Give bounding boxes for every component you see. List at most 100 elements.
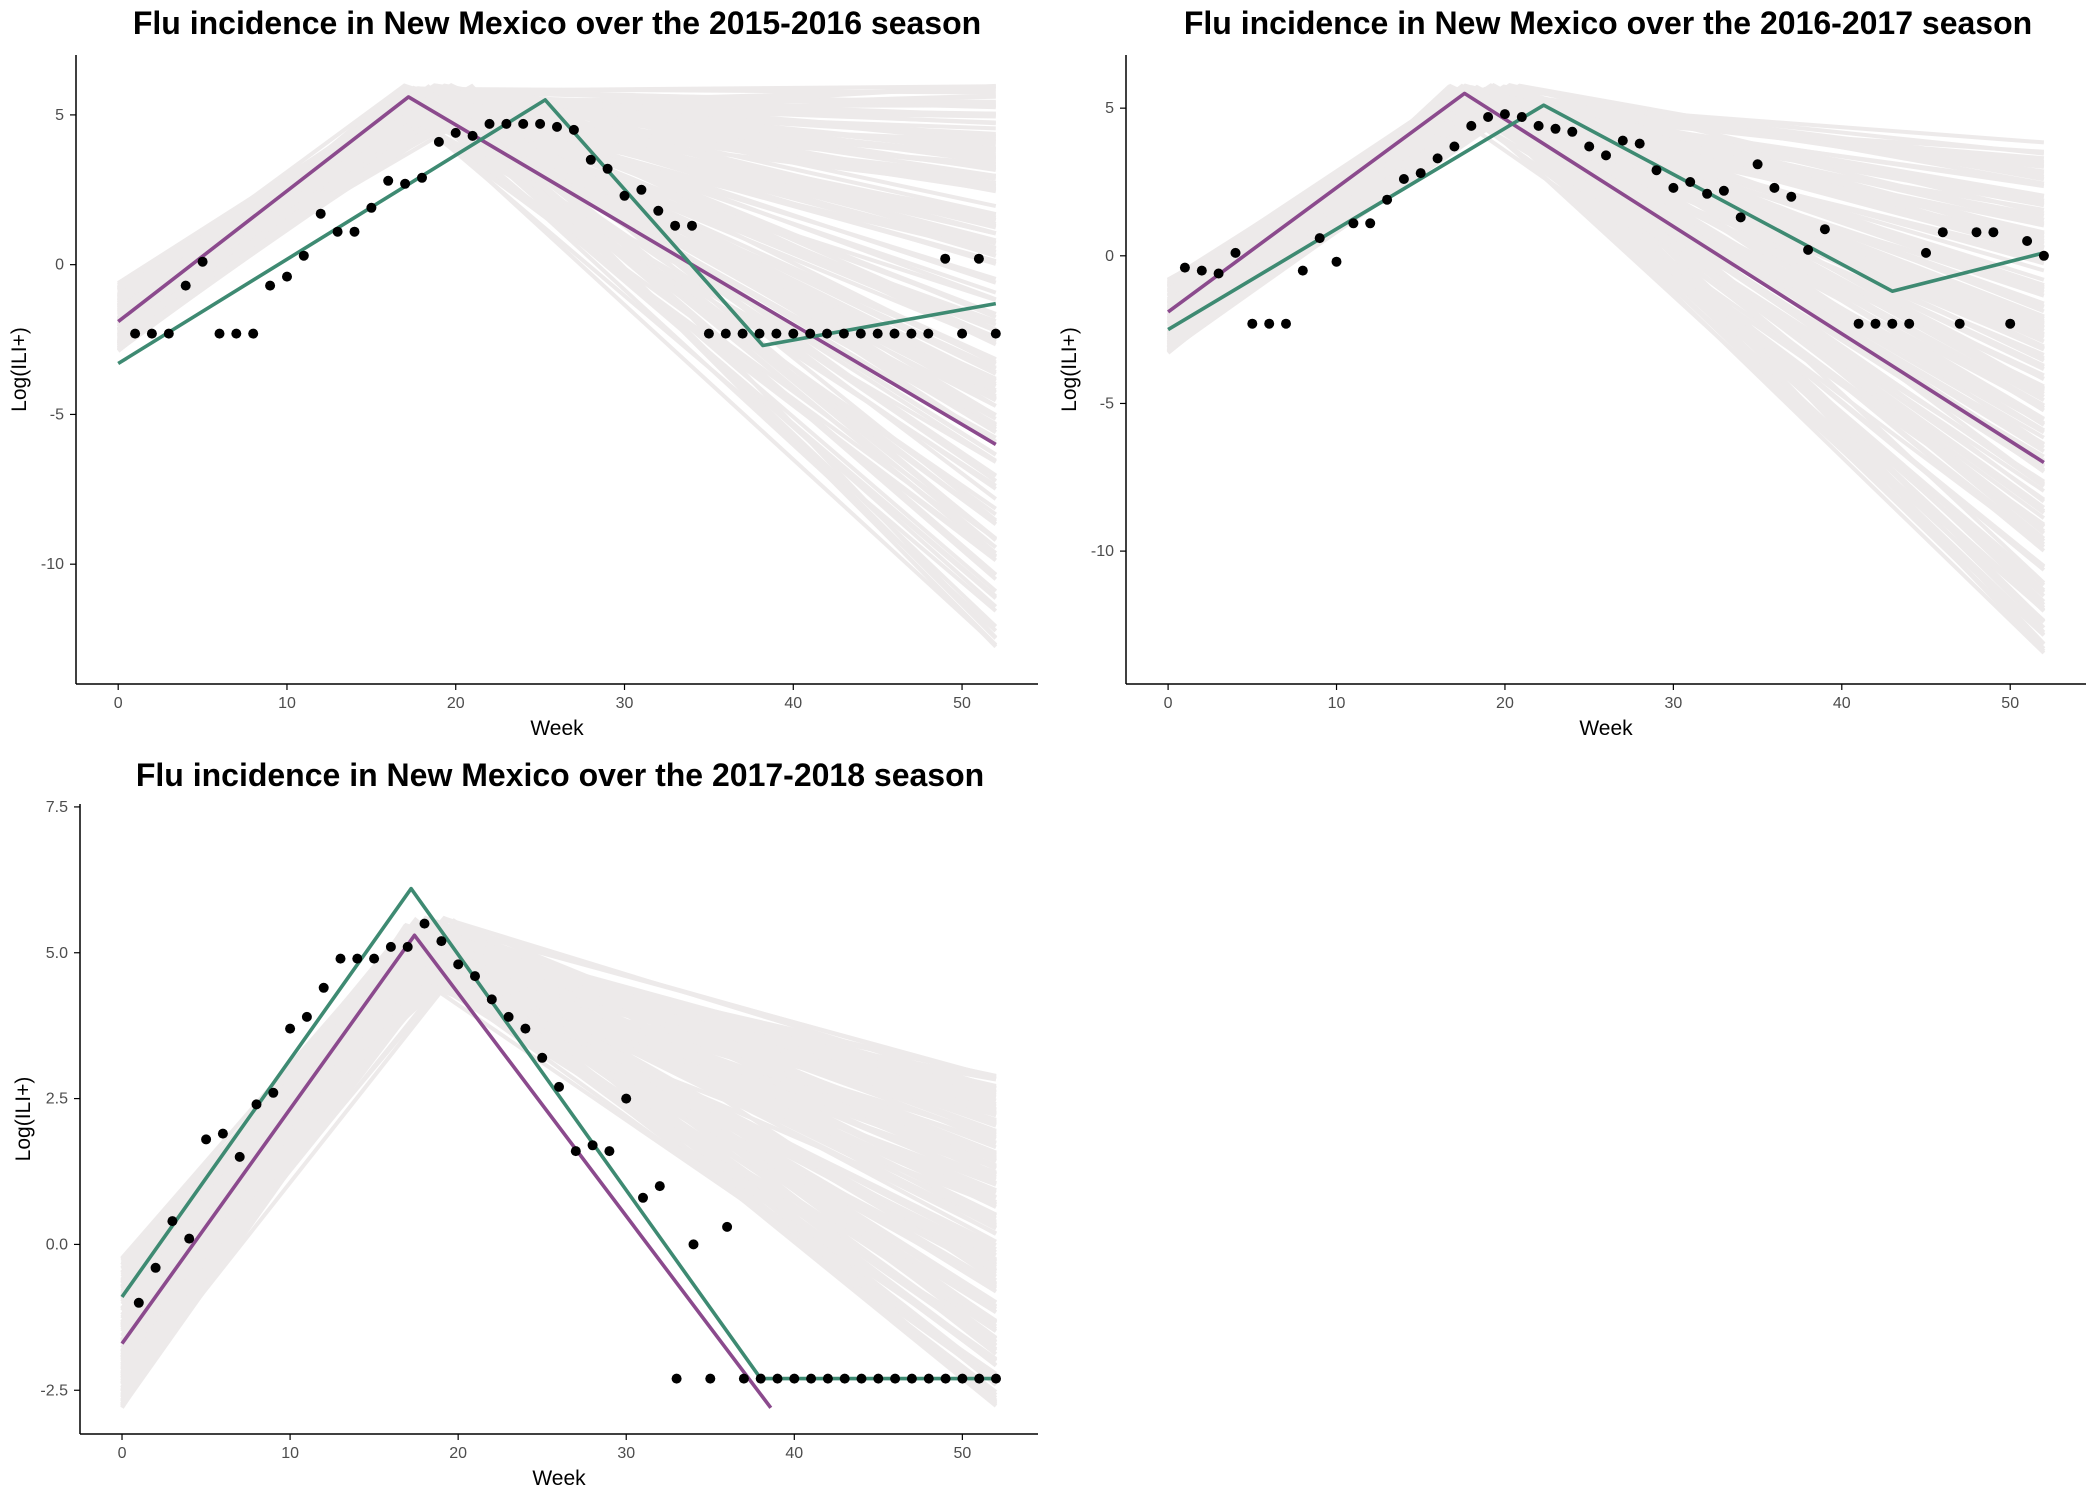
ensemble-line <box>120 970 997 1279</box>
ensemble-line <box>116 85 997 350</box>
data-point <box>282 271 292 282</box>
ensemble-line <box>117 108 997 340</box>
y-tick-label: 5 <box>1105 100 1114 117</box>
data-point <box>1382 194 1393 205</box>
x-tick-label: 20 <box>449 1445 467 1462</box>
ensemble-line <box>1166 86 2046 520</box>
data-point <box>568 124 579 135</box>
data-point <box>587 1140 598 1151</box>
ensemble-line <box>1167 90 2045 284</box>
data-point <box>1449 141 1460 152</box>
data-point <box>1567 126 1578 137</box>
data-point <box>214 328 225 339</box>
data-point <box>805 328 816 339</box>
ensemble-line <box>117 114 997 395</box>
ensemble-line <box>117 109 997 297</box>
ensemble-line <box>120 935 997 1346</box>
y-tick-label: 5 <box>55 107 64 124</box>
ensemble-line <box>120 949 997 1333</box>
ensemble-line <box>117 100 997 483</box>
ensemble-line <box>116 84 997 340</box>
ensemble-line <box>1166 102 2046 613</box>
data-point <box>856 1373 867 1384</box>
ensemble-line <box>1166 89 2045 344</box>
ensemble-line <box>120 942 998 1314</box>
ensemble-line <box>1166 83 2046 543</box>
ensemble-line <box>1166 98 2045 343</box>
ensemble-line <box>120 929 997 1358</box>
data-point <box>1398 174 1409 184</box>
ensemble-line <box>117 100 997 351</box>
data-point <box>872 328 883 339</box>
ensemble-line <box>117 89 997 294</box>
data-point <box>889 328 900 339</box>
data-point <box>298 250 309 261</box>
data-point <box>604 1146 615 1157</box>
ensemble-line <box>120 930 997 1397</box>
ensemble-line <box>120 958 997 1405</box>
ensemble-line <box>120 929 998 1379</box>
ensemble-line <box>120 948 997 1384</box>
ensemble-line <box>1166 89 2046 634</box>
ensemble-line <box>120 924 997 1385</box>
data-point <box>1247 318 1258 329</box>
ensemble-line <box>1166 91 2046 568</box>
ensemble-line <box>1166 92 2045 339</box>
data-point <box>133 1297 144 1308</box>
ensemble-line <box>1166 107 2046 572</box>
ensemble-line <box>117 108 997 334</box>
data-point <box>1281 318 1291 329</box>
ensemble-line <box>120 921 997 1396</box>
ensemble-line <box>120 928 997 1261</box>
ensemble-line <box>116 99 997 338</box>
ensemble-line <box>1166 108 2045 324</box>
ensemble-line <box>117 84 996 310</box>
ensemble-line <box>120 961 997 1352</box>
ensemble-line <box>117 99 997 326</box>
ensemble-line <box>120 918 998 1380</box>
data-point <box>1432 153 1443 164</box>
x-tick-label: 10 <box>281 1445 299 1462</box>
ensemble-line <box>1166 92 2045 389</box>
data-point <box>940 253 951 264</box>
data-point <box>822 1373 833 1384</box>
ensemble-line <box>117 101 998 541</box>
data-point <box>1735 212 1746 223</box>
ensemble-line <box>120 916 997 1319</box>
ensemble-line <box>120 960 997 1377</box>
ensemble-line <box>117 104 997 408</box>
data-point <box>201 1134 212 1145</box>
data-point <box>1601 150 1611 161</box>
data-point <box>957 328 968 339</box>
data-point <box>417 172 427 183</box>
data-point <box>383 175 394 186</box>
ensemble-line <box>117 102 996 291</box>
ensemble-line <box>117 85 997 457</box>
ensemble-line <box>1167 100 2045 334</box>
data-point <box>2038 250 2049 261</box>
ensemble-line <box>1166 104 2045 349</box>
ensemble-line <box>116 101 998 609</box>
ensemble-line <box>120 917 998 1409</box>
ensemble-line <box>1167 88 2046 447</box>
ensemble-line <box>117 89 998 593</box>
ensemble-line <box>1166 87 2045 399</box>
ensemble-line <box>117 99 998 649</box>
ensemble-line <box>120 973 997 1376</box>
ensemble-line <box>120 932 998 1324</box>
data-point <box>366 202 377 213</box>
ensemble-line <box>120 945 997 1290</box>
ensemble-line <box>1167 92 2045 408</box>
ensemble-line <box>117 102 997 298</box>
ensemble-line <box>117 84 997 429</box>
ensemble-line <box>116 91 997 333</box>
ensemble-line <box>120 938 997 1393</box>
data-point <box>503 1011 514 1022</box>
ensemble-line <box>1166 89 2045 340</box>
ensemble-line <box>120 931 998 1331</box>
data-point <box>1887 318 1898 329</box>
ensemble-line <box>120 968 997 1328</box>
data-point <box>737 328 748 339</box>
ensemble-line <box>1167 94 2045 284</box>
ensemble-line <box>120 959 997 1353</box>
